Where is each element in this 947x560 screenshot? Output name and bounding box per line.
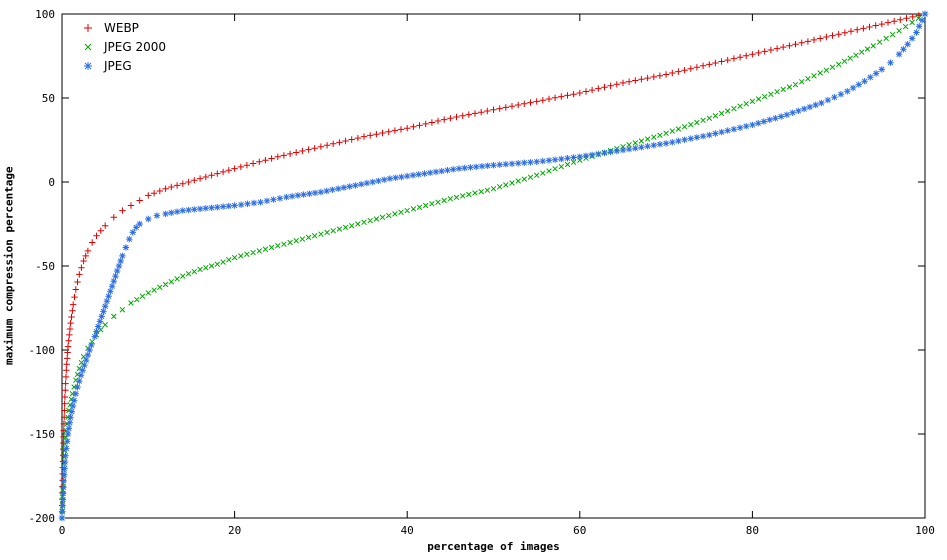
y-tick-label: 100 [35,8,55,21]
y-tick-label: -100 [29,344,56,357]
y-tick-label: -50 [35,260,55,273]
x-axis-title: percentage of images [427,540,560,553]
x-tick-label: 100 [915,524,935,537]
legend-label-jpeg: JPEG [104,58,132,73]
series-webp-points [58,10,929,522]
legend-item-jpeg: JPEG [80,56,166,75]
cross-marker-icon [84,43,92,50]
x-tick-label: 80 [746,524,759,537]
x-tick-label: 60 [573,524,586,537]
asterisk-marker-icon [84,61,92,70]
x-tick-label: 20 [228,524,241,537]
plot-border [61,13,926,519]
tick-labels: 0 20 40 60 80 100 100 50 0 -50 -100 -150 -200 [29,8,935,537]
legend-label-webp: WEBP [104,20,139,35]
legend: WEBP JPEG 2000 JPEG [80,18,166,75]
plus-marker-icon [84,23,92,32]
y-axis-title: maximum compression percentage [2,166,16,366]
y-tick-label: 50 [42,92,55,105]
series-jpeg-2000-points [59,11,928,521]
axis-ticks [61,13,926,519]
x-tick-label: 40 [401,524,414,537]
y-tick-label: -150 [29,428,56,441]
x-tick-label: 0 [59,524,66,537]
y-tick-label: 0 [48,176,55,189]
legend-item-webp: WEBP [80,18,166,37]
series-jpeg-points [58,10,929,522]
legend-label-jpeg2000: JPEG 2000 [104,39,167,54]
legend-item-jpeg2000: JPEG 2000 [80,37,166,56]
y-tick-label: -200 [29,512,56,525]
